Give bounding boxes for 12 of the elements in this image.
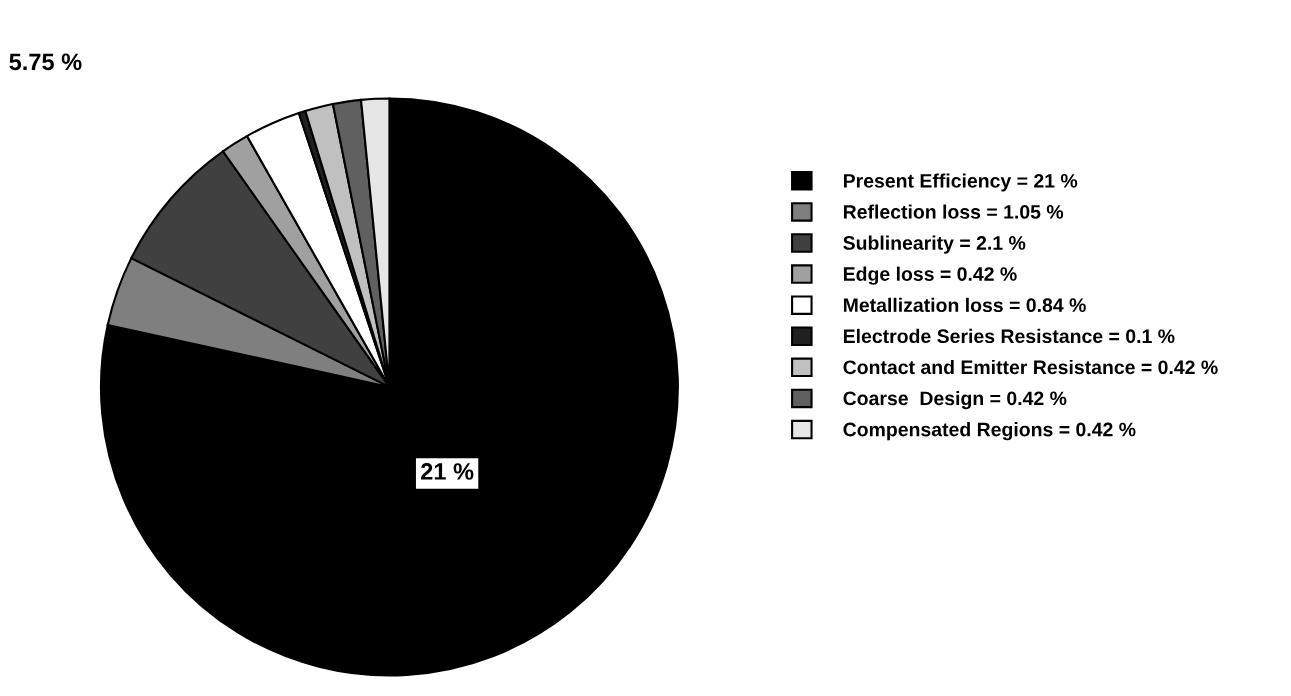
- legend-label: Electrode Series Resistance = 0.1 %: [843, 328, 1175, 344]
- legend-label: Reflection loss = 1.05 %: [843, 204, 1064, 219]
- legend-label: Contact and Emitter Resistance = 0.42 %: [843, 359, 1218, 375]
- legend-label: Coarse Design = 0.42 %: [843, 390, 1067, 410]
- text: 21 %: [421, 463, 474, 480]
- legend-label: Metallization loss = 0.84 %: [843, 297, 1086, 313]
- legend-label: Present Efficiency = 21 %: [843, 173, 1078, 192]
- legend-label: Edge loss = 0.42 %: [843, 266, 1017, 285]
- pie-slice: [99, 97, 679, 677]
- legend-label: Compensated Regions = 0.42 %: [843, 422, 1136, 441]
- text: 5.75 %: [9, 53, 82, 71]
- legend-label: Sublinearity = 2.1 %: [843, 235, 1026, 254]
